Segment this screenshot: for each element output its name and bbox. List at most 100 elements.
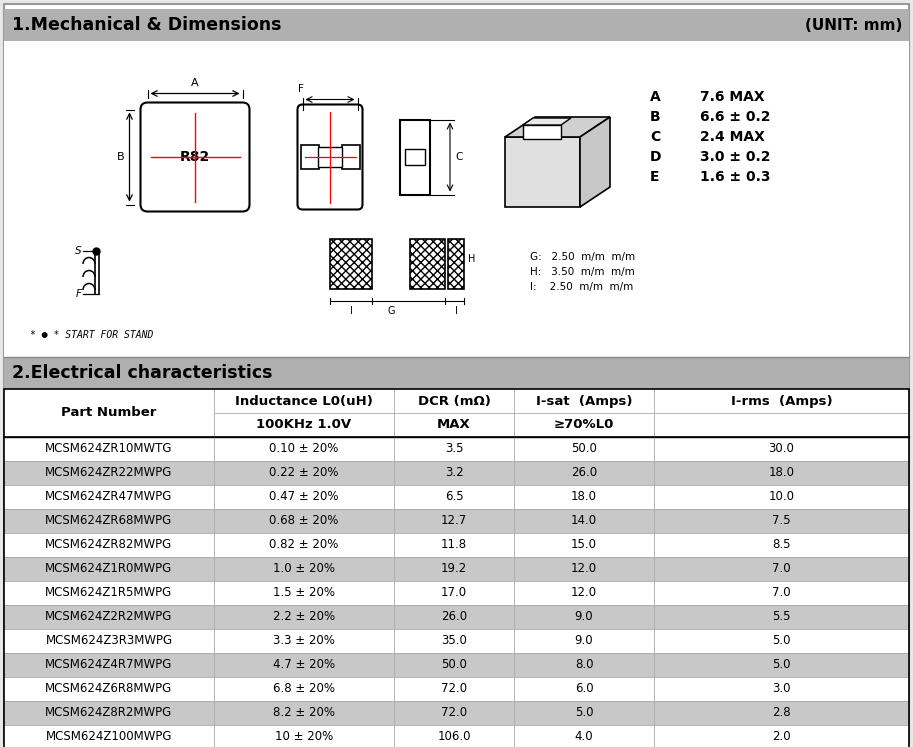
Text: 2.0: 2.0 — [772, 731, 791, 743]
Text: I-rms  (Amps): I-rms (Amps) — [730, 394, 833, 408]
Polygon shape — [505, 137, 580, 207]
Text: MCSM624ZR47MWPG: MCSM624ZR47MWPG — [46, 491, 173, 503]
Bar — [330, 239, 372, 289]
Text: 3.5: 3.5 — [445, 442, 463, 456]
Bar — [318, 147, 342, 167]
Text: 26.0: 26.0 — [441, 610, 467, 624]
Text: 1.Mechanical & Dimensions: 1.Mechanical & Dimensions — [12, 16, 281, 34]
Text: ≥70%L0: ≥70%L0 — [554, 418, 614, 432]
Text: 2.4 MAX: 2.4 MAX — [700, 130, 765, 144]
Text: 0.10 ± 20%: 0.10 ± 20% — [269, 442, 339, 456]
Text: DCR (mΩ): DCR (mΩ) — [417, 394, 490, 408]
Text: 8.0: 8.0 — [575, 659, 593, 672]
Text: * ● * START FOR STAND: * ● * START FOR STAND — [30, 330, 153, 340]
Text: 0.82 ± 20%: 0.82 ± 20% — [269, 539, 339, 551]
Text: C: C — [455, 152, 462, 162]
Text: 6.0: 6.0 — [574, 683, 593, 695]
Text: 0.68 ± 20%: 0.68 ± 20% — [269, 515, 339, 527]
Text: I: I — [455, 306, 457, 316]
Text: 2.Electrical characteristics: 2.Electrical characteristics — [12, 364, 272, 382]
Bar — [4, 389, 909, 437]
Bar — [4, 461, 909, 485]
Bar — [4, 389, 909, 747]
Text: A: A — [191, 78, 199, 88]
Text: 1.5 ± 20%: 1.5 ± 20% — [273, 586, 335, 600]
Text: 7.0: 7.0 — [772, 586, 791, 600]
Bar — [405, 149, 425, 165]
Text: MCSM624Z1R5MWPG: MCSM624Z1R5MWPG — [46, 586, 173, 600]
Bar — [300, 145, 319, 169]
Text: 12.0: 12.0 — [571, 586, 597, 600]
Text: 5.0: 5.0 — [772, 659, 791, 672]
Text: 100KHz 1.0V: 100KHz 1.0V — [257, 418, 352, 432]
Text: 35.0: 35.0 — [441, 634, 467, 648]
Bar — [4, 41, 909, 357]
Text: 72.0: 72.0 — [441, 683, 467, 695]
Text: 9.0: 9.0 — [574, 610, 593, 624]
Text: B: B — [650, 110, 661, 124]
Text: MAX: MAX — [437, 418, 471, 432]
Bar — [4, 357, 909, 389]
Text: 6.5: 6.5 — [445, 491, 463, 503]
Text: 4.7 ± 20%: 4.7 ± 20% — [273, 659, 335, 672]
Text: 6.8 ± 20%: 6.8 ± 20% — [273, 683, 335, 695]
Text: 15.0: 15.0 — [571, 539, 597, 551]
Text: F: F — [76, 289, 82, 299]
Text: 17.0: 17.0 — [441, 586, 467, 600]
Text: 30.0: 30.0 — [769, 442, 794, 456]
Text: 72.0: 72.0 — [441, 707, 467, 719]
Text: MCSM624Z3R3MWPG: MCSM624Z3R3MWPG — [46, 634, 173, 648]
Text: I-sat  (Amps): I-sat (Amps) — [536, 394, 632, 408]
FancyBboxPatch shape — [141, 102, 249, 211]
Text: MCSM624Z2R2MWPG: MCSM624Z2R2MWPG — [46, 610, 173, 624]
Text: I:    2.50  m/m  m/m: I: 2.50 m/m m/m — [530, 282, 634, 292]
Text: Inductance L0(uH): Inductance L0(uH) — [235, 394, 373, 408]
Bar — [4, 437, 909, 461]
Text: 2.2 ± 20%: 2.2 ± 20% — [273, 610, 335, 624]
Text: F: F — [298, 84, 303, 95]
Text: 4.0: 4.0 — [574, 731, 593, 743]
Text: MCSM624ZR22MWPG: MCSM624ZR22MWPG — [46, 466, 173, 480]
Bar — [4, 701, 909, 725]
Text: MCSM624ZR10MWTG: MCSM624ZR10MWTG — [46, 442, 173, 456]
Bar — [4, 557, 909, 581]
Text: MCSM624Z6R8MWPG: MCSM624Z6R8MWPG — [46, 683, 173, 695]
Bar — [4, 509, 909, 533]
Text: 19.2: 19.2 — [441, 562, 467, 575]
Bar — [4, 9, 909, 41]
Text: MCSM624Z1R0MWPG: MCSM624Z1R0MWPG — [46, 562, 173, 575]
Text: Part Number: Part Number — [61, 406, 157, 420]
Text: 5.5: 5.5 — [772, 610, 791, 624]
Text: 3.0: 3.0 — [772, 683, 791, 695]
Text: A: A — [650, 90, 661, 104]
Text: 12.0: 12.0 — [571, 562, 597, 575]
Text: I: I — [350, 306, 352, 316]
Text: 18.0: 18.0 — [571, 491, 597, 503]
Text: C: C — [650, 130, 660, 144]
Text: MCSM624ZR82MWPG: MCSM624ZR82MWPG — [46, 539, 173, 551]
Text: MCSM624Z8R2MWPG: MCSM624Z8R2MWPG — [46, 707, 173, 719]
Text: 5.0: 5.0 — [575, 707, 593, 719]
Polygon shape — [523, 118, 571, 125]
Text: E: E — [650, 170, 659, 184]
Bar — [4, 533, 909, 557]
Text: 3.3 ± 20%: 3.3 ± 20% — [273, 634, 335, 648]
Bar — [4, 725, 909, 747]
Text: 106.0: 106.0 — [437, 731, 471, 743]
Text: 18.0: 18.0 — [769, 466, 794, 480]
Text: 50.0: 50.0 — [571, 442, 597, 456]
Text: MCSM624Z100MWPG: MCSM624Z100MWPG — [46, 731, 173, 743]
Text: 3.0 ± 0.2: 3.0 ± 0.2 — [700, 150, 771, 164]
Text: 7.5: 7.5 — [772, 515, 791, 527]
Text: 50.0: 50.0 — [441, 659, 467, 672]
Text: 26.0: 26.0 — [571, 466, 597, 480]
Polygon shape — [580, 117, 610, 207]
Text: 1.0 ± 20%: 1.0 ± 20% — [273, 562, 335, 575]
Text: 0.22 ± 20%: 0.22 ± 20% — [269, 466, 339, 480]
Bar — [4, 629, 909, 653]
Text: 6.6 ± 0.2: 6.6 ± 0.2 — [700, 110, 771, 124]
Text: G: G — [387, 306, 394, 316]
Text: 0.47 ± 20%: 0.47 ± 20% — [269, 491, 339, 503]
Text: MCSM624ZR68MWPG: MCSM624ZR68MWPG — [46, 515, 173, 527]
Text: 10.0: 10.0 — [769, 491, 794, 503]
